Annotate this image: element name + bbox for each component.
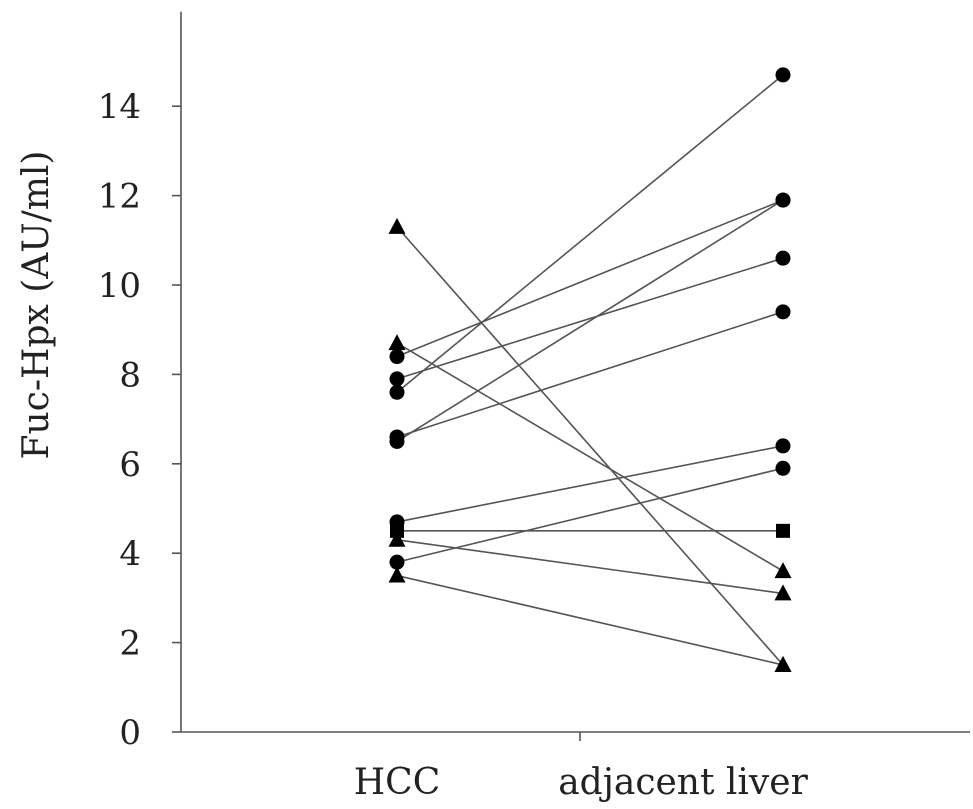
axes: [180, 11, 970, 741]
circle-marker: [775, 438, 791, 454]
pair-line: [396, 538, 784, 595]
circle-marker: [775, 304, 791, 320]
pair-line: [396, 257, 784, 380]
pair-lines: [396, 74, 784, 666]
y-tick-label: 12: [98, 177, 141, 217]
pair-line: [396, 445, 784, 523]
triangle-marker: [774, 584, 792, 601]
triangle-marker: [774, 562, 792, 579]
y-tick-label: 0: [119, 713, 141, 753]
x-category-label: HCC: [354, 762, 440, 803]
triangle-marker: [388, 217, 406, 234]
circle-marker: [389, 429, 405, 445]
markers: [388, 67, 792, 672]
triangle-marker: [388, 566, 406, 583]
pair-line: [396, 342, 784, 572]
y-tick-label: 8: [119, 355, 141, 395]
pair-line: [396, 74, 784, 393]
triangle-marker: [774, 655, 792, 672]
pair-line: [396, 467, 784, 563]
pair-line: [396, 311, 784, 438]
square-marker: [776, 523, 790, 538]
pair-line: [396, 199, 784, 443]
pair-line: [396, 199, 784, 358]
circle-marker: [775, 192, 791, 208]
circle-marker: [389, 371, 405, 387]
y-tick-label: 4: [119, 534, 141, 574]
triangle-marker: [388, 334, 406, 351]
y-tick-label: 14: [98, 87, 141, 127]
circle-marker: [389, 384, 405, 400]
circle-marker: [389, 349, 405, 365]
pair-line: [396, 226, 784, 666]
circle-marker: [775, 67, 791, 83]
x-category-label: adjacent liver: [558, 762, 808, 803]
circle-marker: [775, 460, 791, 476]
y-tick-label: 10: [98, 266, 141, 306]
y-ticks: 0 2 4 6 8 10 12 14: [98, 87, 181, 753]
y-tick-label: 2: [119, 624, 141, 664]
pair-line: [396, 574, 784, 666]
y-axis-title: Fuc-Hpx (AU/ml): [16, 151, 57, 460]
x-category-labels: HCC adjacent liver: [354, 762, 809, 803]
circle-marker: [775, 250, 791, 266]
circle-marker: [389, 554, 405, 570]
triangle-marker: [388, 530, 406, 547]
y-tick-label: 6: [119, 445, 141, 485]
